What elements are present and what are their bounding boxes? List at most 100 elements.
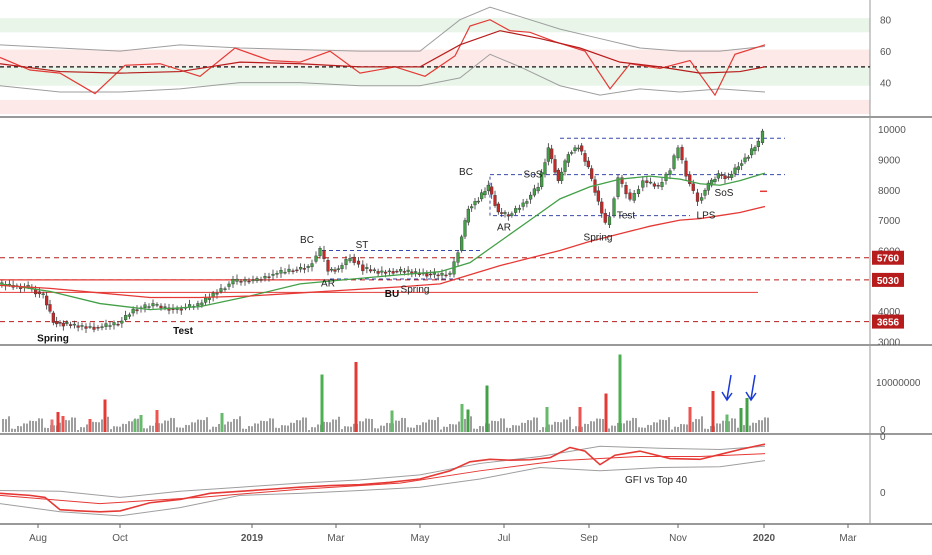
volume-bar bbox=[20, 426, 22, 432]
volume-bar bbox=[395, 420, 397, 432]
candle-body bbox=[680, 147, 684, 161]
volume-bar bbox=[404, 418, 406, 432]
volume-bar bbox=[539, 430, 541, 432]
volume-bar bbox=[479, 426, 481, 432]
candle-body bbox=[163, 306, 167, 308]
x-tick-label: Mar bbox=[839, 533, 857, 544]
rsi-tick-label: 80 bbox=[880, 16, 892, 27]
volume-bar bbox=[368, 418, 370, 432]
wyckoff-annotation: Test bbox=[173, 326, 193, 337]
x-tick-label: 2020 bbox=[753, 533, 776, 544]
price-tick-label: 9000 bbox=[878, 155, 901, 166]
volume-bar bbox=[251, 426, 253, 432]
volume-bar bbox=[743, 425, 745, 432]
candle-body bbox=[688, 174, 692, 184]
volume-bar bbox=[380, 425, 382, 432]
volume-bar bbox=[491, 420, 493, 432]
volume-bar bbox=[68, 420, 70, 432]
volume-bar bbox=[710, 426, 712, 432]
candle-body bbox=[48, 304, 52, 312]
candle-body bbox=[649, 181, 653, 184]
volume-bar bbox=[11, 428, 13, 432]
candle-body bbox=[486, 184, 490, 191]
volume-bar bbox=[338, 416, 340, 432]
candle-body bbox=[628, 192, 632, 200]
candlesticks bbox=[0, 128, 765, 333]
volume-bar-highlight bbox=[460, 404, 464, 432]
volume-bar bbox=[428, 419, 430, 432]
volume-bar bbox=[518, 425, 520, 432]
volume-bar bbox=[341, 429, 343, 432]
x-tick-label: Mar bbox=[327, 533, 345, 544]
volume-bar bbox=[509, 428, 511, 432]
volume-bar bbox=[26, 423, 28, 432]
volume-bar bbox=[677, 426, 679, 432]
volume-bar bbox=[101, 419, 103, 432]
candle-body bbox=[243, 279, 247, 282]
volume-bar bbox=[182, 427, 184, 432]
volume-bar bbox=[287, 425, 289, 432]
volume-bar bbox=[611, 425, 613, 432]
candle-body bbox=[676, 147, 680, 159]
volume-bar bbox=[14, 428, 16, 432]
volume-bar bbox=[389, 423, 391, 432]
volume-tick-label: 0 bbox=[880, 425, 886, 436]
volume-bar bbox=[458, 421, 460, 432]
volume-bar bbox=[332, 419, 334, 432]
volume-bar-highlight bbox=[604, 393, 608, 432]
volume-bar bbox=[401, 417, 403, 432]
volume-bar-highlight bbox=[739, 408, 743, 432]
volume-bar bbox=[617, 422, 619, 432]
volume-bar bbox=[224, 424, 226, 432]
x-tick-label: 2019 bbox=[241, 533, 264, 544]
candle-body bbox=[235, 278, 239, 282]
volume-bar-highlight bbox=[545, 407, 549, 432]
candle-body bbox=[612, 198, 616, 216]
volume-bar bbox=[200, 419, 202, 432]
volume-bar bbox=[119, 426, 121, 432]
volume-bar bbox=[449, 424, 451, 432]
volume-bar bbox=[566, 419, 568, 432]
candle-body bbox=[700, 197, 704, 201]
volume-bar bbox=[641, 427, 643, 432]
x-tick-label: Jul bbox=[498, 533, 511, 544]
volume-bar bbox=[560, 422, 562, 432]
volume-bar bbox=[143, 428, 145, 432]
volume-bar bbox=[638, 427, 640, 432]
volume-bar bbox=[137, 418, 139, 432]
volume-bar bbox=[347, 426, 349, 432]
volume-bar bbox=[410, 427, 412, 432]
candle-body bbox=[583, 153, 587, 162]
volume-bar bbox=[194, 422, 196, 432]
volume-bar bbox=[722, 420, 724, 432]
volume-bar bbox=[326, 422, 328, 432]
volume-bar bbox=[416, 424, 418, 432]
candle-body bbox=[656, 185, 660, 187]
wyckoff-annotation: Spring bbox=[584, 232, 613, 243]
volume-bar bbox=[95, 422, 97, 432]
volume-bar bbox=[659, 419, 661, 432]
volume-bar bbox=[653, 422, 655, 432]
volume-bar bbox=[227, 421, 229, 432]
volume-bar bbox=[185, 424, 187, 432]
volume-bar bbox=[254, 423, 256, 432]
volume-bar bbox=[503, 418, 505, 432]
candle-body bbox=[503, 212, 507, 214]
candle-body bbox=[632, 193, 636, 201]
volume-bar bbox=[353, 423, 355, 432]
volume-bar bbox=[761, 420, 763, 432]
candle-body bbox=[576, 147, 580, 150]
candle-body bbox=[365, 267, 369, 269]
candle-body bbox=[733, 167, 737, 174]
wyckoff-annotation: BC bbox=[300, 235, 314, 246]
candle-body bbox=[440, 273, 444, 276]
volume-bar-highlight bbox=[711, 391, 715, 432]
candle-body bbox=[372, 269, 376, 271]
volume-bar bbox=[704, 428, 706, 432]
volume-bar bbox=[434, 420, 436, 432]
volume-bar bbox=[47, 428, 49, 432]
candle-body bbox=[550, 148, 554, 160]
candle-body bbox=[500, 212, 504, 214]
volume-bar bbox=[608, 428, 610, 432]
